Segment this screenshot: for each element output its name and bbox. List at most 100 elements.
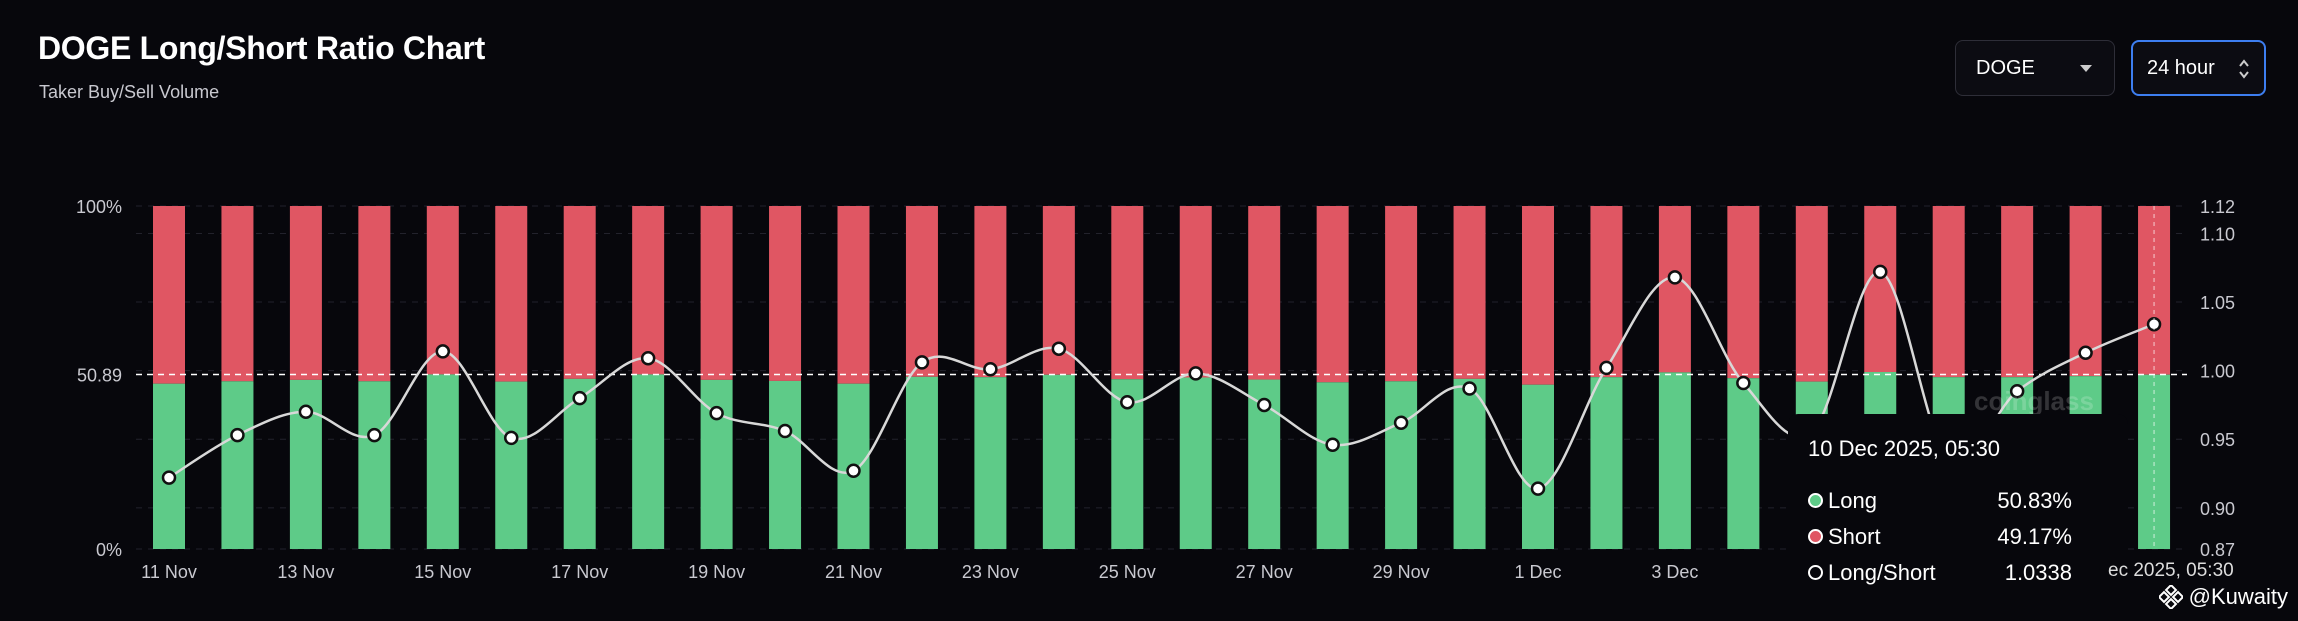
long-dot-icon	[1808, 493, 1823, 508]
x-tick-label: 21 Nov	[825, 562, 882, 582]
long-bar	[769, 380, 802, 549]
y-right-tick-label: 0.87	[2200, 540, 2235, 560]
tooltip-ratio-value: 1.0338	[2004, 560, 2072, 585]
ratio-point	[1599, 360, 1614, 376]
ratio-point	[1325, 437, 1340, 452]
ratio-point	[1393, 415, 1409, 431]
ratio-point	[1530, 481, 1546, 496]
y-right-tick-label: 1.10	[2200, 224, 2235, 244]
long-bar	[495, 381, 528, 549]
x-tick-label: 15 Nov	[414, 562, 471, 582]
short-bar	[2001, 206, 2034, 378]
tooltip-long-label: Long	[1828, 488, 1877, 513]
short-bar	[358, 206, 391, 382]
short-bar	[1316, 206, 1349, 383]
x-tick-label: 11 Nov	[141, 562, 197, 582]
credit-text: @Kuwaity	[2188, 584, 2288, 609]
ratio-point	[846, 463, 861, 479]
watermark: coinglass	[1974, 386, 2094, 416]
binance-logo-icon	[2158, 585, 2183, 609]
ratio-point	[1051, 341, 1067, 356]
short-dot-icon	[1808, 529, 1823, 544]
short-bar	[837, 206, 870, 384]
tooltip-long-value: 50.83%	[1997, 488, 2072, 513]
y-left-tick-label: 0%	[96, 540, 122, 560]
x-tick-label: 3 Dec	[1651, 562, 1698, 582]
ratio-point	[367, 427, 382, 443]
ratio-point	[161, 470, 177, 485]
long-bar	[426, 374, 459, 549]
ratio-point	[435, 344, 451, 359]
short-bar	[289, 206, 322, 380]
long-bar	[632, 374, 665, 549]
y-right-tick-label: 0.90	[2200, 499, 2235, 519]
short-bar	[563, 206, 596, 379]
y-left-tick-label: 50.89	[77, 365, 122, 385]
ratio-point	[230, 427, 245, 443]
ratio-point	[777, 423, 793, 439]
x-tick-label: 29 Nov	[1373, 562, 1430, 582]
credit: @Kuwaity	[2158, 584, 2288, 610]
ratio-point	[914, 355, 930, 370]
long-bar	[1590, 377, 1623, 549]
chart-title: DOGE Long/Short Ratio Chart	[38, 30, 485, 66]
short-bar	[1795, 206, 1828, 382]
ratio-point	[1256, 397, 1272, 413]
x-tick-label: 27 Nov	[1236, 562, 1293, 582]
short-bar	[1179, 206, 1212, 378]
long-bar	[1453, 378, 1486, 549]
long-bar	[358, 381, 391, 549]
ratio-point	[1736, 375, 1751, 391]
short-bar	[974, 206, 1007, 378]
long-bar	[1658, 372, 1691, 549]
symbol-select-value: DOGE	[1976, 56, 2035, 79]
x-tick-label: 1 Dec	[1514, 562, 1561, 582]
y-right-tick-label: 1.00	[2200, 362, 2235, 382]
tooltip-short-value: 49.17%	[1997, 524, 2072, 549]
x-tick-label: 23 Nov	[962, 562, 1019, 582]
y-right-tick-label: 1.05	[2200, 293, 2235, 313]
short-bar	[2138, 206, 2171, 375]
short-bar	[495, 206, 528, 382]
x-tick-label: 13 Nov	[277, 562, 334, 582]
tooltip-short-label: Short	[1828, 524, 1881, 549]
long-bar	[1385, 381, 1418, 549]
short-bar	[153, 206, 185, 384]
ratio-point	[983, 362, 998, 377]
short-bar	[1932, 206, 1965, 378]
long-bar	[153, 383, 185, 549]
chevron-down-icon	[2080, 65, 2092, 72]
tooltip-row-short: Short 49.17%	[1808, 524, 2108, 560]
long-bar	[1179, 377, 1212, 549]
symbol-select[interactable]: DOGE	[1955, 40, 2115, 96]
short-bar	[1864, 206, 1897, 373]
ratio-point	[504, 430, 519, 446]
long-bar	[1522, 384, 1554, 549]
ratio-point	[2078, 345, 2093, 361]
x-axis-cursor-label: ec 2025, 05:30	[2108, 560, 2234, 581]
long-bar	[1316, 382, 1349, 549]
ratio-point	[1667, 270, 1683, 285]
ratio-point	[298, 404, 314, 420]
ratio-point	[1873, 264, 1888, 280]
chart-subtitle: Taker Buy/Sell Volume	[39, 82, 220, 102]
long-bar	[1042, 374, 1075, 549]
ratio-point	[2009, 383, 2025, 399]
ratio-point	[572, 390, 587, 406]
up-down-chevron-icon	[2239, 59, 2249, 79]
short-bar	[1453, 206, 1486, 379]
tooltip-date: 10 Dec 2025, 05:30	[1808, 436, 2001, 461]
tooltip-ratio-label: Long/Short	[1828, 560, 1936, 585]
ratio-point	[1120, 394, 1135, 410]
short-bar	[1727, 206, 1760, 379]
ratio-point	[1188, 366, 1203, 381]
short-bar	[632, 206, 665, 375]
period-select[interactable]: 24 hour	[2131, 40, 2266, 96]
y-left-tick-label: 100%	[76, 197, 122, 217]
short-bar	[905, 206, 938, 377]
long-bar	[905, 376, 938, 549]
ratio-point	[1462, 381, 1477, 396]
short-bar	[769, 206, 802, 381]
ratio-point	[640, 351, 656, 366]
x-tick-label: 25 Nov	[1099, 562, 1156, 582]
